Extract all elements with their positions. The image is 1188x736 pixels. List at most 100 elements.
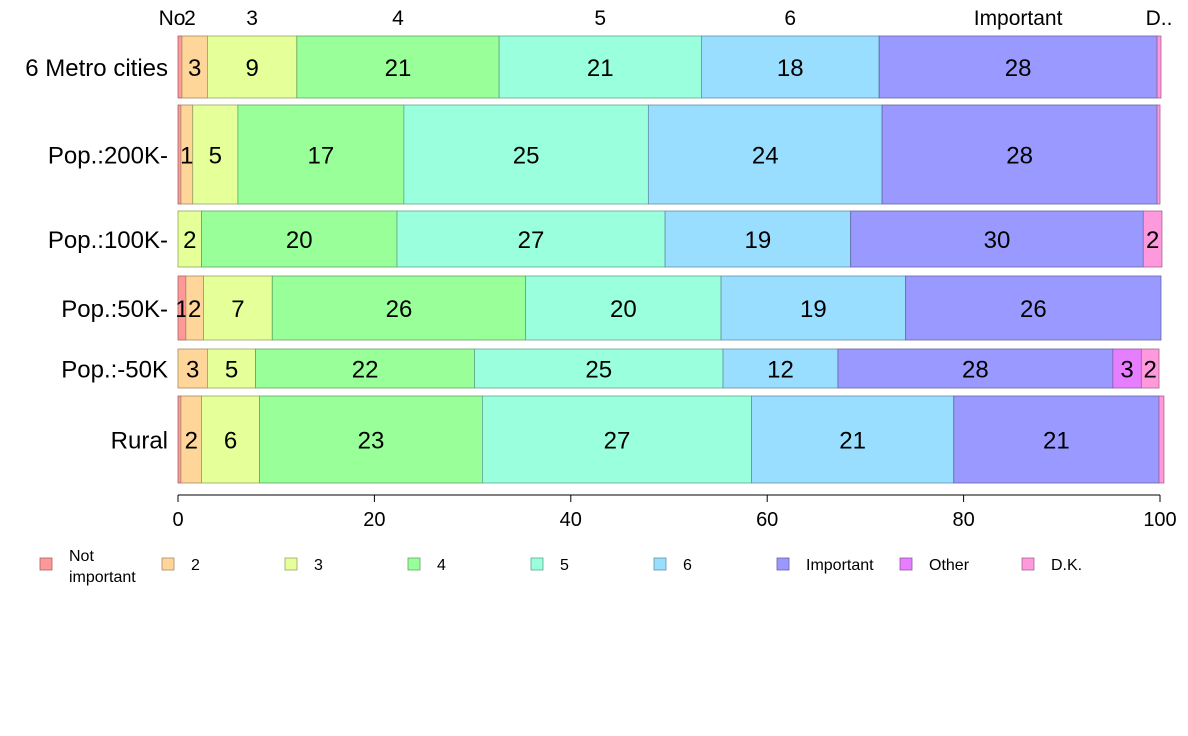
bar-segment — [1142, 210, 1163, 268]
bar-segment — [953, 395, 1160, 484]
legend-swatch — [39, 557, 53, 571]
legend-swatch — [899, 557, 913, 571]
bar-segment — [255, 348, 475, 389]
top-category-labels: No2 3 4 5 6 Important D.. — [159, 7, 1173, 30]
data-label: 26 — [1020, 296, 1047, 323]
data-label: 18 — [777, 55, 804, 82]
data-label: 24 — [752, 143, 779, 170]
bar-segment — [878, 35, 1158, 99]
row-label: Rural — [111, 428, 168, 455]
bar-segment — [1156, 104, 1161, 205]
data-label: 21 — [587, 55, 614, 82]
row-labels: 6 Metro cities Pop.:200K- Pop.:100K- Pop.:5… — [25, 55, 168, 455]
legend-swatch — [284, 557, 298, 571]
bar-segment — [181, 35, 208, 99]
bar-segment — [237, 104, 405, 205]
top-category-label: 5 — [594, 7, 606, 30]
data-label: 2 — [1146, 227, 1159, 254]
data-label: 21 — [839, 428, 866, 455]
data-label: 9 — [245, 55, 258, 82]
data-label: 27 — [518, 227, 545, 254]
top-category-label: No — [159, 7, 186, 30]
data-label: 3 — [188, 55, 201, 82]
bar-segment — [203, 275, 273, 341]
bar-segment — [177, 348, 208, 389]
data-label: 7 — [231, 296, 244, 323]
x-tick-label: 40 — [560, 509, 582, 531]
bar-segment — [207, 348, 256, 389]
bar-segment — [720, 275, 907, 341]
data-label: 5 — [225, 357, 238, 384]
bar-segment — [177, 395, 182, 484]
x-tick-label: 0 — [172, 509, 183, 531]
bar-segment — [1156, 35, 1162, 99]
data-label: 2 — [188, 296, 201, 323]
bar-segment — [207, 35, 298, 99]
x-tick-label: 100 — [1143, 509, 1176, 531]
bar-segment — [403, 104, 649, 205]
legend-swatch — [161, 557, 175, 571]
data-label: 1 — [175, 296, 188, 323]
bar-segment — [1112, 348, 1142, 389]
data-label: 19 — [745, 227, 772, 254]
top-category-label: 4 — [392, 7, 404, 30]
data-label: 2 — [1144, 357, 1157, 384]
bar-segment — [647, 104, 883, 205]
bar-segment — [482, 395, 752, 484]
bar-segment — [1158, 395, 1165, 484]
bar-segment — [751, 395, 955, 484]
top-category-label: 2 — [184, 7, 196, 30]
bar-segment — [192, 104, 239, 205]
data-label: 1 — [180, 143, 193, 170]
top-category-label: 6 — [784, 7, 796, 30]
legend-swatch — [407, 557, 421, 571]
data-label: 19 — [800, 296, 827, 323]
legend-swatch — [653, 557, 667, 571]
legend-label: 5 — [560, 557, 569, 574]
bar-segment — [837, 348, 1114, 389]
bars: 3 9 21 21 18 281 5 17 25 24 282 20 27 19 30 21 2 7 26 20 19 2… — [175, 35, 1165, 484]
data-label: 3 — [1120, 357, 1133, 384]
bar-segment — [271, 275, 527, 341]
bar-segment — [1140, 348, 1160, 389]
legend-label: D.K. — [1051, 557, 1082, 574]
data-label: 21 — [1043, 428, 1070, 455]
legend-label: Not — [69, 548, 94, 565]
data-label: 6 — [224, 428, 237, 455]
bar-segment — [177, 35, 183, 99]
bar-segment — [296, 35, 500, 99]
data-label: 25 — [585, 357, 612, 384]
data-label: 23 — [358, 428, 385, 455]
row-label: Pop.:50K- — [61, 296, 168, 323]
x-tick-label: 60 — [756, 509, 778, 531]
bar-segment — [474, 348, 724, 389]
bar-segment — [498, 35, 702, 99]
x-tick-label: 80 — [952, 509, 974, 531]
legend-label: Important — [806, 557, 874, 574]
data-label: 17 — [308, 143, 335, 170]
data-label: 21 — [385, 55, 412, 82]
bar-segment — [396, 210, 666, 268]
legend-label: 6 — [683, 557, 692, 574]
data-label: 27 — [604, 428, 631, 455]
bar-segment — [201, 210, 398, 268]
bar-segment — [664, 210, 852, 268]
row-label: Pop.:100K- — [48, 227, 168, 254]
data-label: 22 — [352, 357, 379, 384]
legend-swatch — [1021, 557, 1035, 571]
data-label: 26 — [386, 296, 413, 323]
data-label: 2 — [185, 428, 198, 455]
legend-label: 3 — [314, 557, 323, 574]
legend-label: important — [69, 569, 136, 586]
data-label: 20 — [610, 296, 637, 323]
bar-segment — [701, 35, 880, 99]
bar-segment — [259, 395, 483, 484]
bar-segment — [905, 275, 1162, 341]
legend-label: Other — [929, 557, 970, 574]
data-label: 28 — [962, 357, 989, 384]
top-category-label: Important — [974, 7, 1063, 30]
legend-label: 4 — [437, 557, 446, 574]
data-label: 3 — [186, 357, 199, 384]
data-label: 20 — [286, 227, 313, 254]
